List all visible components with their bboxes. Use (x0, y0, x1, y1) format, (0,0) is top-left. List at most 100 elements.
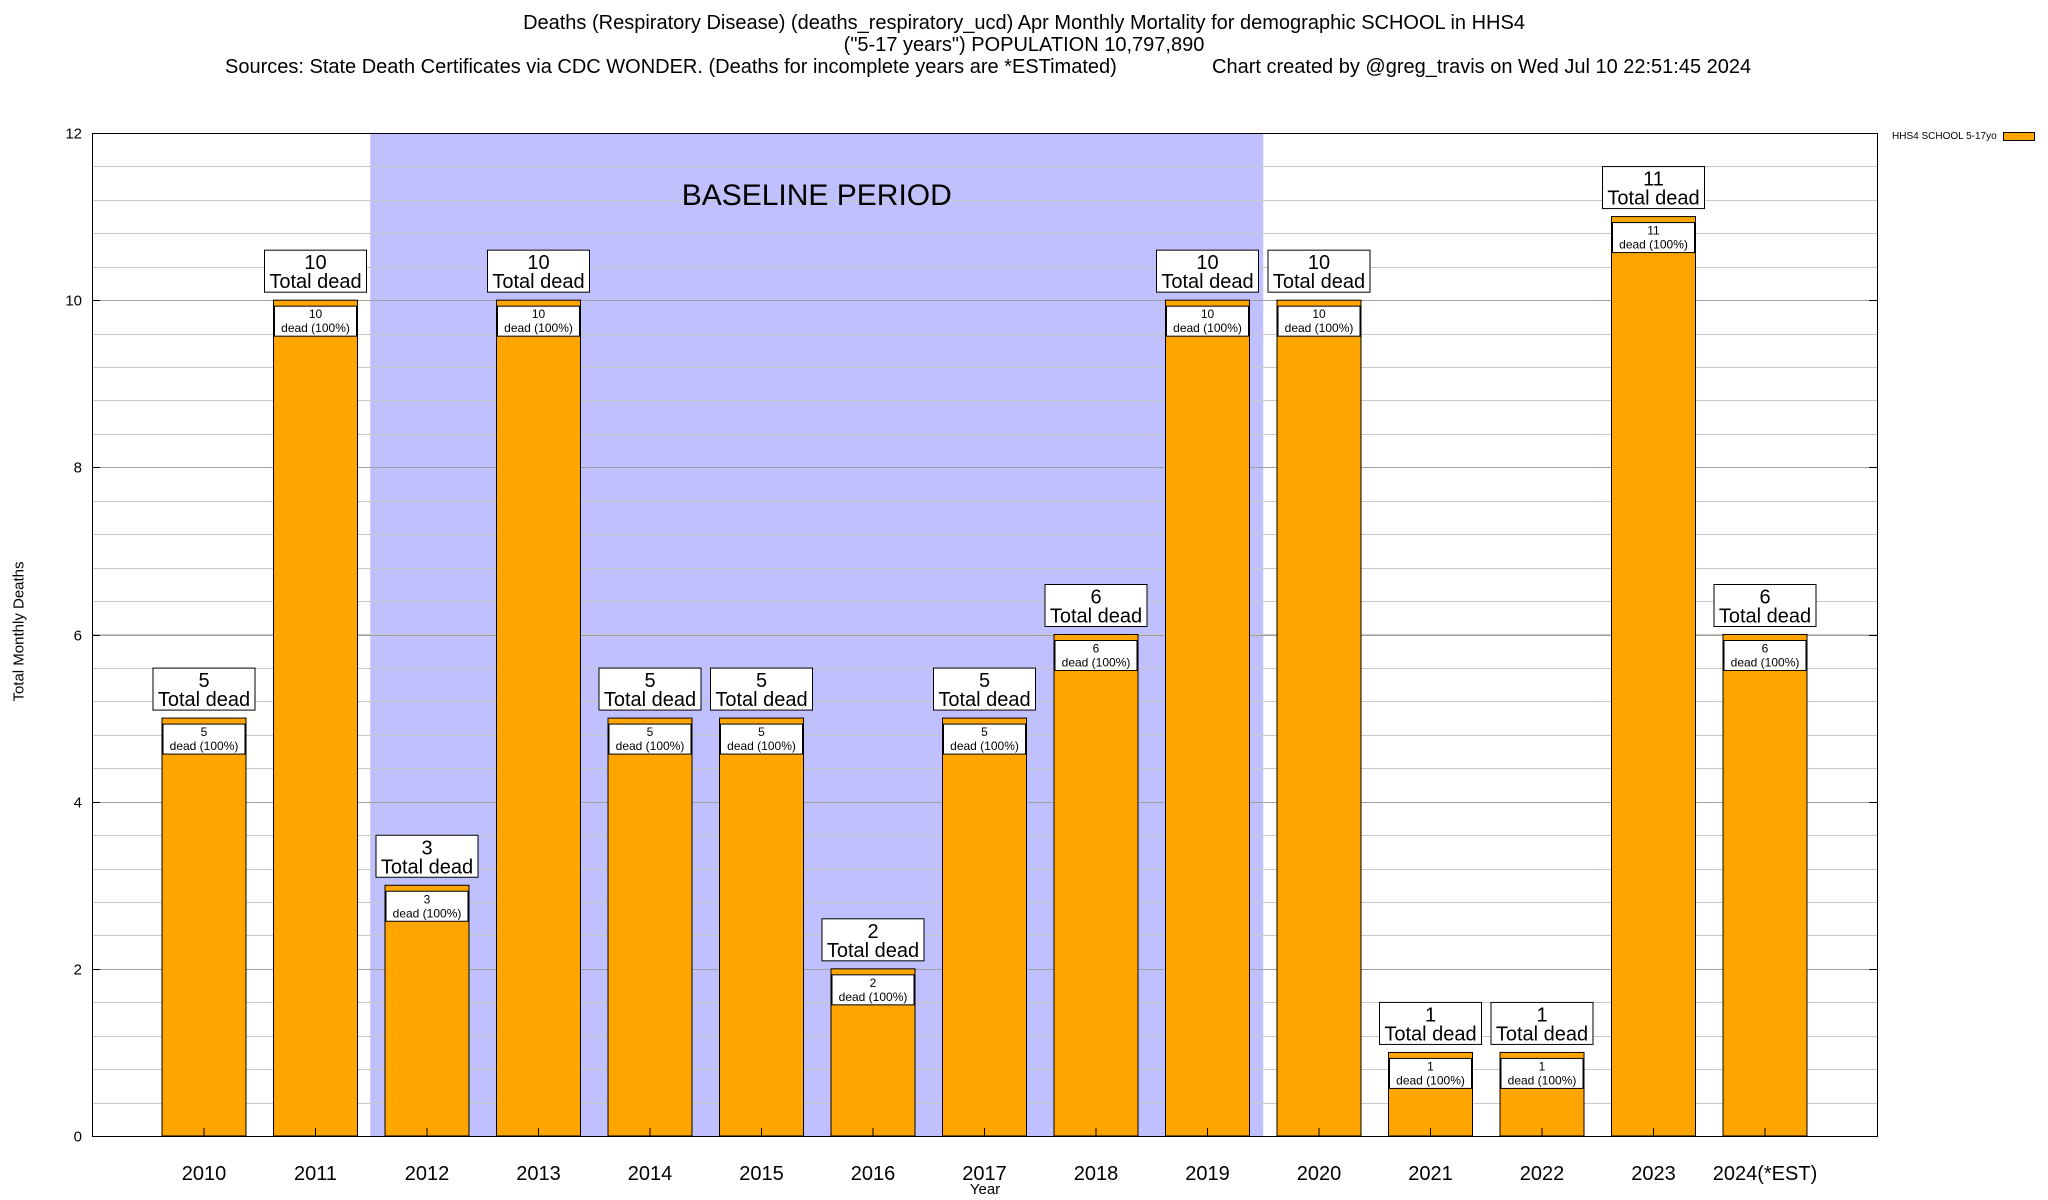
inner-label-text: dead (100%) (1731, 656, 1800, 670)
total-label-value: 10 (1196, 252, 1218, 274)
total-label-value: 3 (421, 837, 432, 859)
inner-label-box (274, 305, 357, 337)
inner-label-box (608, 723, 692, 755)
x-tick-label: 2016 (851, 1163, 896, 1185)
bar-2020 (1276, 299, 1362, 1137)
inner-label-value: 1 (1427, 1059, 1434, 1073)
inner-label-text: dead (100%) (839, 990, 908, 1004)
bar-2011 (273, 299, 358, 1137)
y-tick-label: 6 (74, 628, 82, 645)
x-tick-label: 2019 (1185, 1163, 1230, 1185)
chart-title: Deaths (Respiratory Disease) (deaths_res… (523, 12, 1525, 34)
total-label-text: Total dead (1161, 271, 1253, 293)
total-label-box (264, 249, 367, 293)
bar-2015 (719, 717, 804, 1137)
inner-label-text: dead (100%) (281, 321, 350, 335)
total-label-box (1267, 249, 1371, 293)
inner-label-box (385, 890, 469, 922)
total-label-value: 6 (1759, 587, 1770, 609)
x-tick-label: 2018 (1074, 1163, 1119, 1185)
total-label-box (1379, 1001, 1482, 1045)
total-label-box (1713, 584, 1817, 627)
baseline-label: BASELINE PERIOD (682, 179, 952, 212)
inner-label-value: 1 (1539, 1059, 1546, 1073)
y-tick-label: 10 (65, 293, 82, 310)
inner-label-box (831, 974, 915, 1006)
inner-label-text: dead (100%) (170, 739, 239, 753)
total-label-box (487, 249, 590, 293)
x-tick-label: 2017 (962, 1163, 1007, 1185)
legend: HHS4 SCHOOL 5-17yo (1892, 131, 2035, 142)
inner-label-text: dead (100%) (1619, 238, 1688, 252)
x-tick-label: 2015 (739, 1163, 784, 1185)
inner-label-text: dead (100%) (1285, 321, 1354, 335)
bar-2019 (1165, 299, 1250, 1137)
inner-label-value: 6 (1093, 642, 1100, 656)
total-label-value: 5 (644, 670, 655, 692)
inner-label-value: 11 (1647, 224, 1660, 238)
inner-label-value: 10 (309, 307, 323, 321)
total-label-text: Total dead (492, 271, 584, 293)
legend-swatch (2002, 132, 2035, 141)
x-tick-label: 2023 (1631, 1163, 1676, 1185)
total-label-value: 1 (1536, 1004, 1547, 1026)
x-tick-label: 2011 (294, 1163, 337, 1185)
plot-border (92, 133, 1878, 1137)
total-label-box (1044, 584, 1148, 627)
total-label-value: 2 (867, 921, 878, 943)
inner-label-text: dead (100%) (727, 739, 796, 753)
total-label-box (375, 834, 479, 878)
total-label-value: 6 (1090, 587, 1101, 609)
inner-label-box (1166, 305, 1249, 337)
total-label-value: 1 (1425, 1004, 1436, 1026)
total-label-box (1490, 1001, 1594, 1045)
x-tick-label: 2024(*EST) (1713, 1163, 1818, 1185)
inner-label-box (943, 723, 1026, 755)
y-tick-label: 2 (74, 962, 82, 979)
total-label-text: Total dead (269, 271, 361, 293)
total-label-text: Total dead (1607, 188, 1699, 210)
bar-2014 (607, 717, 693, 1137)
total-label-text: Total dead (604, 689, 696, 711)
legend-label: HHS4 SCHOOL 5-17yo (1892, 131, 1997, 142)
inner-label-text: dead (100%) (950, 739, 1019, 753)
inner-label-box (497, 305, 580, 337)
total-label-text: Total dead (938, 689, 1030, 711)
inner-label-value: 3 (424, 892, 431, 906)
inner-label-text: dead (100%) (393, 906, 462, 920)
total-label-box (933, 667, 1036, 711)
total-label-value: 10 (304, 252, 326, 274)
inner-label-text: dead (100%) (504, 321, 573, 335)
total-label-value: 10 (527, 252, 549, 274)
x-tick-label: 2010 (182, 1163, 227, 1185)
inner-label-box (1277, 305, 1361, 337)
total-label-value: 11 (1643, 169, 1664, 191)
y-tick-label: 12 (65, 126, 82, 143)
inner-label-box (1612, 222, 1695, 254)
y-tick-label: 8 (74, 460, 82, 477)
total-label-box (1156, 249, 1259, 293)
inner-label-text: dead (100%) (1508, 1073, 1577, 1087)
x-tick-label: 2021 (1408, 1163, 1453, 1185)
total-label-value: 5 (198, 670, 209, 692)
total-label-text: Total dead (158, 689, 250, 711)
total-label-text: Total dead (1384, 1023, 1476, 1045)
inner-label-value: 5 (981, 725, 988, 739)
total-label-text: Total dead (1719, 606, 1811, 628)
total-label-text: Total dead (715, 689, 807, 711)
inner-label-value: 5 (201, 725, 208, 739)
chart-subtitle: ("5-17 years") POPULATION 10,797,890 (843, 34, 1205, 56)
inner-label-value: 2 (870, 976, 877, 990)
total-label-text: Total dead (381, 856, 473, 878)
bar-2017 (942, 717, 1027, 1137)
inner-label-text: dead (100%) (1173, 321, 1242, 335)
bar-2012 (384, 884, 470, 1137)
x-tick-label: 2022 (1520, 1163, 1565, 1185)
inner-label-value: 5 (647, 725, 654, 739)
x-axis-label: Year (969, 1181, 1001, 1198)
inner-label-box (1389, 1057, 1472, 1089)
total-label-value: 10 (1308, 252, 1330, 274)
inner-label-value: 10 (1312, 307, 1326, 321)
total-label-box (1602, 166, 1705, 210)
